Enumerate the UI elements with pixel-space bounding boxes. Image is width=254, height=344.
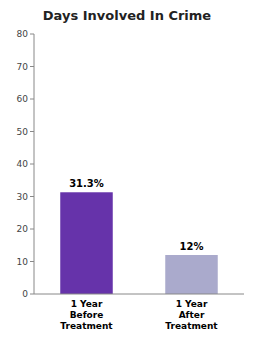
y-axis-line — [34, 34, 35, 294]
y-tick — [30, 196, 34, 197]
x-axis-line — [34, 294, 244, 295]
y-tick — [30, 229, 34, 230]
y-axis: 0 10 20 30 40 50 60 70 80 — [17, 29, 34, 299]
bar — [60, 192, 113, 294]
data-label: 31.3% — [69, 178, 104, 189]
y-tick — [30, 294, 34, 295]
title: Days Involved In Crime — [43, 8, 212, 23]
chart-container: Days Involved In Crime 0 10 20 30 40 50 60 70 80 3… — [0, 0, 254, 344]
y-tick-label: 0 — [22, 289, 28, 299]
y-tick-label: 30 — [17, 192, 29, 202]
y-tick-label: 50 — [17, 127, 29, 137]
bars — [60, 192, 218, 294]
y-tick-label: 60 — [17, 94, 29, 104]
x-tick-label-line: Before — [70, 310, 104, 320]
y-tick — [30, 164, 34, 165]
x-tick-label-line: Treatment — [60, 321, 113, 331]
y-tick — [30, 99, 34, 100]
y-tick-label: 80 — [17, 29, 29, 39]
chart-svg: Days Involved In Crime 0 10 20 30 40 50 60 70 80 3… — [0, 0, 254, 344]
x-tick-label-line: Treatment — [165, 321, 218, 331]
y-tick — [30, 261, 34, 262]
y-tick — [30, 34, 34, 35]
x-tick-label: 1 YearAfterTreatment — [165, 299, 218, 331]
x-tick-label-line: 1 Year — [71, 299, 103, 309]
x-tick-label-line: After — [179, 310, 205, 320]
data-labels: 31.3% 12% — [69, 178, 203, 252]
x-tick-label: 1 YearBeforeTreatment — [60, 299, 113, 331]
x-axis: 1 YearBeforeTreatment1 YearAfterTreatmen… — [60, 299, 218, 331]
x-tick-label-line: 1 Year — [176, 299, 208, 309]
y-tick — [30, 131, 34, 132]
y-tick-label: 20 — [17, 224, 29, 234]
y-tick-label: 70 — [17, 62, 29, 72]
data-label: 12% — [180, 241, 204, 252]
y-tick-label: 40 — [17, 159, 29, 169]
y-tick-label: 10 — [17, 257, 29, 267]
bar — [165, 255, 218, 294]
y-tick — [30, 66, 34, 67]
